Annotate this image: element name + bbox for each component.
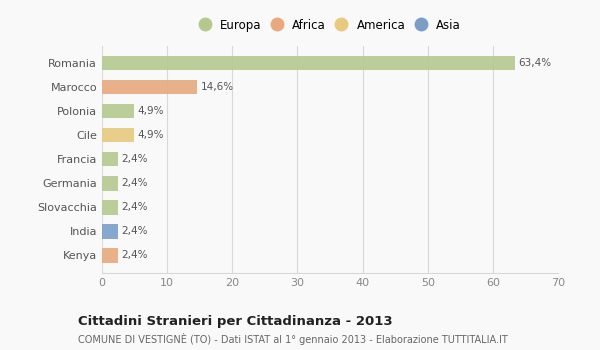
Text: 2,4%: 2,4% [121, 178, 148, 188]
Text: 14,6%: 14,6% [200, 82, 233, 92]
Bar [102, 152, 118, 167]
Text: 63,4%: 63,4% [518, 58, 551, 68]
Text: 4,9%: 4,9% [137, 130, 164, 140]
Bar [102, 224, 118, 239]
Bar [102, 200, 118, 215]
Bar [102, 80, 197, 94]
Text: 2,4%: 2,4% [121, 202, 148, 212]
Text: 4,9%: 4,9% [137, 106, 164, 116]
Text: COMUNE DI VESTIGNÈ (TO) - Dati ISTAT al 1° gennaio 2013 - Elaborazione TUTTITALI: COMUNE DI VESTIGNÈ (TO) - Dati ISTAT al … [78, 333, 508, 345]
Bar [102, 248, 118, 262]
Text: 2,4%: 2,4% [121, 251, 148, 260]
Bar [102, 56, 515, 70]
Legend: Europa, Africa, America, Asia: Europa, Africa, America, Asia [196, 15, 464, 35]
Bar [102, 128, 134, 142]
Text: 2,4%: 2,4% [121, 226, 148, 236]
Text: Cittadini Stranieri per Cittadinanza - 2013: Cittadini Stranieri per Cittadinanza - 2… [78, 315, 392, 328]
Text: 2,4%: 2,4% [121, 154, 148, 164]
Bar [102, 176, 118, 190]
Bar [102, 104, 134, 118]
